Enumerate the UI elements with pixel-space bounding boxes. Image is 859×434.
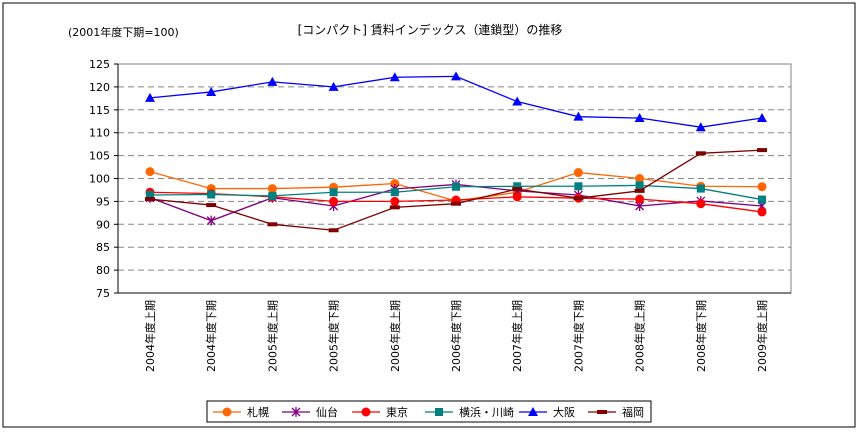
data-point (390, 188, 399, 197)
x-tick-label: 2006年度上期 (388, 300, 402, 372)
chart-subtitle: (2001年度下期=100) (68, 25, 179, 39)
data-point (207, 190, 216, 199)
data-point (268, 191, 277, 200)
data-point (512, 96, 523, 106)
data-point (696, 184, 705, 193)
series-3 (146, 181, 766, 204)
data-point (267, 76, 278, 86)
data-point (574, 182, 583, 191)
data-point (695, 151, 706, 156)
legend-label: 東京 (386, 405, 408, 419)
y-tick-label: 85 (96, 241, 110, 254)
y-tick-label: 80 (96, 264, 110, 277)
legend-label: 仙台 (316, 405, 338, 419)
data-point (634, 113, 645, 123)
data-point (573, 111, 584, 121)
data-point (758, 195, 766, 204)
data-point (757, 207, 767, 217)
data-point (635, 181, 644, 190)
data-point (328, 228, 339, 233)
legend-label: 福岡 (622, 405, 644, 419)
y-tick-label: 95 (96, 195, 110, 208)
data-point (634, 188, 645, 193)
y-tick-label: 105 (89, 150, 110, 163)
legend-label: 横浜・川崎 (459, 405, 514, 419)
data-point (390, 179, 400, 189)
data-point (635, 174, 645, 183)
y-tick-label: 110 (89, 127, 110, 140)
legend-label: 札幌 (247, 405, 269, 419)
data-point (757, 148, 767, 153)
y-tick-label: 125 (89, 58, 110, 71)
legend-marker (291, 407, 301, 417)
y-tick-label: 100 (89, 173, 110, 186)
data-point (329, 188, 338, 197)
data-point (757, 113, 767, 123)
data-point (451, 71, 461, 81)
data-point (146, 190, 154, 199)
series-4 (145, 71, 767, 132)
data-point (145, 92, 155, 102)
chart-border (2, 2, 856, 428)
data-point (696, 199, 706, 209)
x-tick-label: 2006年度下期 (449, 300, 463, 372)
data-point (329, 196, 339, 206)
x-tick-label: 2008年度下期 (694, 300, 708, 372)
data-point (328, 81, 339, 91)
data-point (389, 205, 400, 210)
x-tick-label: 2007年度下期 (571, 300, 585, 372)
y-tick-label: 90 (96, 218, 110, 231)
data-point (635, 194, 645, 204)
data-point (267, 184, 277, 194)
x-tick-label: 2008年度上期 (633, 300, 647, 372)
y-tick-label: 115 (89, 104, 110, 117)
data-point (206, 86, 217, 96)
x-tick-label: 2004年度上期 (143, 300, 157, 372)
chart-title: [コンパクト] 賃料インデックス（連鎖型）の推移 (298, 22, 563, 37)
x-tick-label: 2009年度上期 (755, 300, 769, 372)
legend-marker (361, 407, 371, 417)
data-point (452, 182, 460, 191)
legend-label: 大阪 (553, 405, 575, 419)
x-tick-label: 2005年度上期 (265, 300, 279, 372)
legend-marker (597, 410, 607, 414)
data-point (206, 215, 216, 226)
data-point (145, 197, 155, 202)
y-tick-label: 75 (96, 287, 110, 300)
series-line (149, 75, 763, 128)
data-point (206, 203, 217, 208)
x-tick-label: 2007年度上期 (510, 300, 524, 372)
series-5 (145, 148, 767, 233)
data-point (390, 196, 400, 206)
data-point (512, 192, 522, 202)
data-point (512, 187, 523, 192)
x-tick-label: 2005年度下期 (327, 300, 341, 372)
data-point (267, 222, 278, 227)
data-point (145, 167, 155, 177)
data-point (451, 201, 461, 206)
data-point (757, 182, 767, 192)
data-point (513, 182, 522, 191)
data-point (573, 168, 583, 178)
y-tick-label: 120 (89, 81, 110, 94)
legend-marker (435, 408, 443, 416)
x-tick-label: 2004年度下期 (204, 300, 218, 372)
legend-marker (528, 407, 538, 416)
data-point (573, 196, 584, 201)
data-point (389, 72, 400, 82)
legend-marker (222, 407, 232, 417)
data-point (695, 122, 706, 132)
